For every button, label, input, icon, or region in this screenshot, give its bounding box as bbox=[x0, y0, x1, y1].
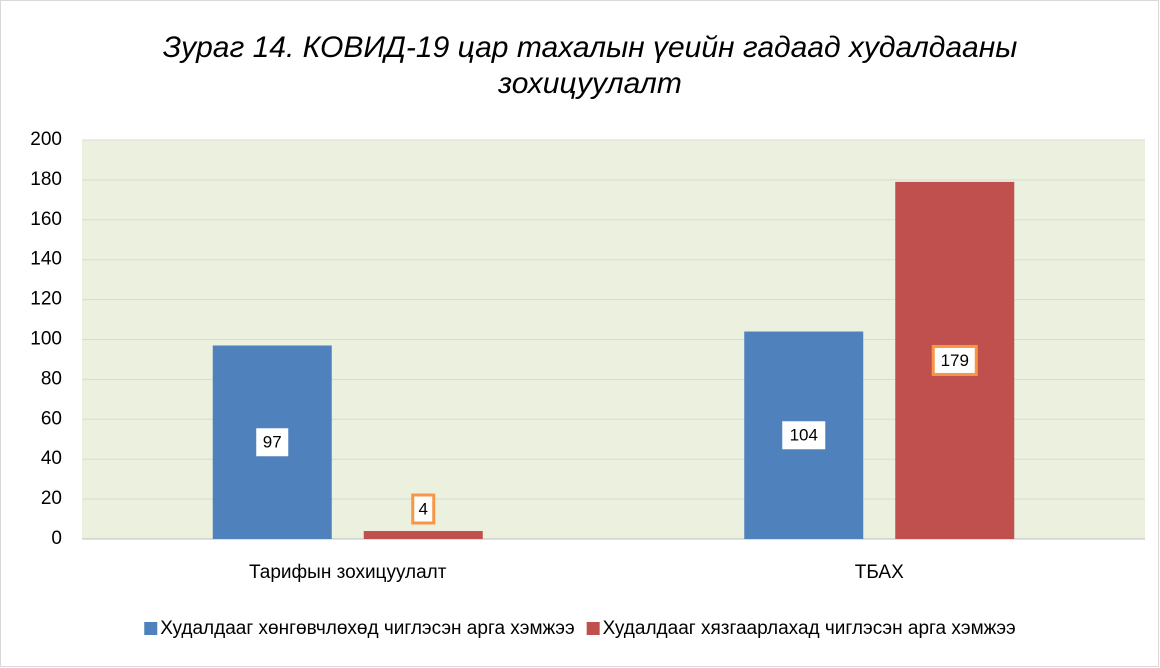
data-label: 4 bbox=[419, 500, 428, 519]
chart-title: Зураг 14. КОВИД-19 цар тахалын үеийн гад… bbox=[162, 31, 1018, 100]
y-tick-label: 80 bbox=[41, 368, 62, 389]
y-tick-label: 100 bbox=[30, 329, 62, 350]
legend-swatch bbox=[586, 622, 600, 635]
legend-label: Худалдааг хязгаарлахад чиглэсэн арга хэм… bbox=[603, 618, 1016, 639]
y-tick-label: 160 bbox=[30, 209, 62, 230]
y-tick-label: 20 bbox=[41, 488, 62, 509]
data-label: 179 bbox=[941, 351, 969, 370]
y-tick-label: 0 bbox=[51, 528, 62, 549]
x-tick-label: ТБАХ bbox=[855, 562, 904, 583]
x-tick-label: Тарифын зохицуулалт bbox=[249, 562, 447, 583]
y-tick-label: 40 bbox=[41, 448, 62, 469]
data-label-box bbox=[782, 421, 826, 450]
data-label: 104 bbox=[790, 426, 818, 445]
y-tick-label: 140 bbox=[30, 249, 62, 270]
data-label: 97 bbox=[263, 433, 282, 452]
data-label-box bbox=[411, 493, 436, 525]
bar bbox=[363, 531, 483, 539]
data-label-box bbox=[931, 344, 978, 376]
legend-label: Худалдааг хөнгөвчлөхөд чиглэсэн арга хэм… bbox=[160, 618, 574, 639]
y-tick-label: 180 bbox=[30, 169, 62, 190]
y-tick-label: 60 bbox=[41, 408, 62, 429]
legend-swatch bbox=[144, 622, 158, 635]
data-label-box bbox=[256, 428, 289, 457]
y-tick-label: 120 bbox=[30, 289, 62, 310]
y-tick-label: 200 bbox=[30, 129, 62, 150]
